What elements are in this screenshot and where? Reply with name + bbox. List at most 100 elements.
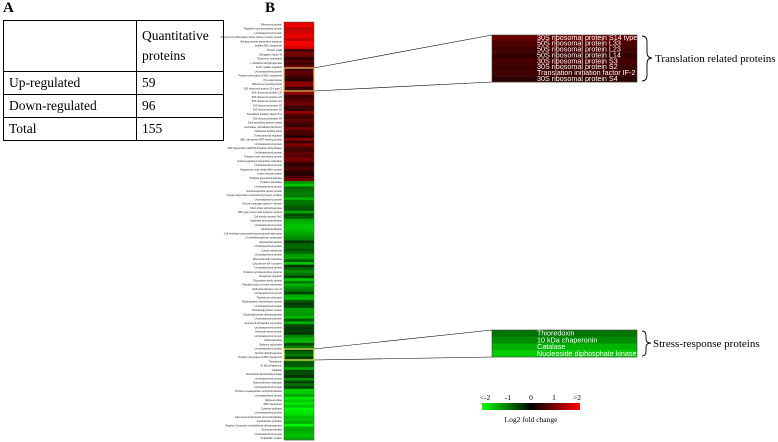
heatmap-cell	[284, 132, 314, 136]
zoom-cell	[492, 64, 637, 71]
row-label: Uncharacterized protein	[254, 197, 282, 201]
heatmap-cell	[284, 415, 314, 419]
heatmap-cell	[284, 386, 314, 390]
stress-group-title: Stress-response proteins	[653, 338, 760, 350]
row-label: Uncharacterized protein	[254, 325, 282, 329]
row-label: Uncharacterized protein	[254, 142, 282, 146]
row-label: Glycosyltransferase	[259, 240, 282, 244]
translation-brace	[641, 35, 653, 82]
row-label: Thioredoxin	[268, 359, 282, 363]
heatmap-cell	[284, 302, 314, 306]
row-label: Uncharacterized protein	[254, 150, 282, 154]
heatmap-cell	[284, 259, 314, 263]
row-label: Protein GrpE	[267, 48, 282, 52]
zoom-protein-label: 30S ribosomal protein S4	[537, 74, 618, 83]
heatmap-cell	[284, 154, 314, 158]
row-label: Glucose-6-phosphate isomerase	[245, 321, 283, 325]
row-label: Binding-protein-dependent transport	[240, 39, 282, 43]
heatmap-cell	[284, 70, 314, 74]
heatmap-cell	[284, 35, 314, 39]
row-label: Uncharacterized protein	[254, 317, 282, 321]
row-label: Ferric uptake regulator	[256, 65, 282, 69]
heatmap-cell	[284, 202, 314, 206]
row-label: Uncharacterized protein	[254, 347, 282, 351]
row-label: Polyketide cyclase	[261, 436, 283, 440]
zoom-cell	[492, 46, 637, 53]
row-label: Cysteine synthase	[261, 406, 283, 410]
heatmap-cell	[284, 213, 314, 217]
heatmap-cell	[284, 297, 314, 301]
row-label: Oxidoreductase	[264, 338, 283, 342]
heatmap-cell	[284, 253, 314, 257]
zoom-protein-label: 30S ribosomal protein S3	[537, 56, 618, 65]
row-label: Molybdopterin biosynthesis protein	[242, 300, 282, 304]
heatmap-cell	[284, 307, 314, 311]
row-label: Uncharacterized protein	[254, 163, 282, 167]
heatmap-cell	[284, 59, 314, 63]
heatmap-cell	[284, 210, 314, 214]
legend-tick-label: <-2	[480, 393, 491, 402]
heatmap-cell	[284, 94, 314, 98]
heatmap-cell	[284, 267, 314, 271]
heatmap-cell	[284, 256, 314, 260]
heatmap-cell	[284, 245, 314, 249]
row-label: Dihydrolipoamide dehydrogenase	[243, 312, 282, 316]
table-row: Up-regulated 59	[3, 71, 224, 95]
row-label: Dual specificity protein kinase	[248, 121, 283, 125]
row-label: Magnesium and cobalt efflux protein	[240, 167, 282, 171]
table-row: Down-regulated 96	[3, 94, 224, 118]
heatmap-cell	[284, 65, 314, 69]
heatmap-cell	[284, 359, 314, 363]
heatmap-cell	[284, 143, 314, 147]
heatmap-cell	[284, 146, 314, 150]
heatmap-cell	[284, 105, 314, 109]
row-label: Cell envelope-associated transcriptional…	[224, 231, 282, 235]
stress-zoom-border	[491, 329, 638, 358]
heatmap-cell	[284, 116, 314, 120]
heatmap-cell	[284, 388, 314, 392]
heatmap-cell	[284, 175, 314, 179]
row-label: Uncharacterized protein	[254, 411, 282, 415]
heatmap-cell	[284, 102, 314, 106]
row-label: Short-chain dehydrogenase	[250, 206, 282, 210]
heatmap-cell	[284, 199, 314, 203]
zoom-protein-label: 30S ribosomal protein S2	[537, 62, 618, 71]
row-label: 10 kDa chaperonin	[260, 364, 282, 368]
heatmap-cell	[284, 337, 314, 341]
table-row-value: 59	[136, 71, 224, 95]
zoom-protein-label: 10 kDa chaperonin	[537, 335, 597, 344]
heatmap-cell	[284, 345, 314, 349]
heatmap-cell	[284, 326, 314, 330]
row-label: Response regulator	[259, 274, 282, 278]
zoom-cell	[492, 40, 637, 47]
heatmap-cell	[284, 332, 314, 336]
legend-ticks: <-2 -1 0 1 >2	[480, 393, 581, 402]
heatmap-cell	[284, 108, 314, 112]
heatmap-cell	[284, 262, 314, 266]
zoom-protein-label: 50S ribosomal protein L33	[537, 39, 621, 48]
heatmap-cell	[284, 264, 314, 268]
row-label: Uncharacterized protein	[254, 184, 282, 188]
heatmap-cell	[284, 437, 314, 441]
row-label: 50S ribosomal protein L23	[252, 95, 283, 99]
heatmap-cell	[284, 429, 314, 433]
row-label: Uncharacterized protein	[254, 334, 282, 338]
heatmap-cell	[284, 410, 314, 414]
heatmap-cell	[284, 84, 314, 88]
row-label: Hydroxylamine reductase	[253, 381, 283, 385]
heatmap-cell	[284, 291, 314, 295]
row-label: 30S ribosomal protein S14 type Z	[244, 86, 283, 90]
heatmap-cell	[284, 221, 314, 225]
zoom-cell	[492, 52, 637, 59]
heatmap-cell	[284, 431, 314, 435]
heatmap-cell	[284, 81, 314, 85]
row-label: Cell division protein FtsZ	[254, 214, 283, 218]
row-label: Alcohol dehydrogenase	[255, 351, 283, 355]
heatmap-cell	[284, 197, 314, 201]
heatmap-cell	[284, 280, 314, 284]
heatmap-cell	[284, 369, 314, 373]
heatmap-cell	[284, 124, 314, 128]
row-label: Phosphoglycerate mutase	[252, 308, 283, 312]
row-label: 30S ribosomal protein S3	[253, 103, 283, 107]
